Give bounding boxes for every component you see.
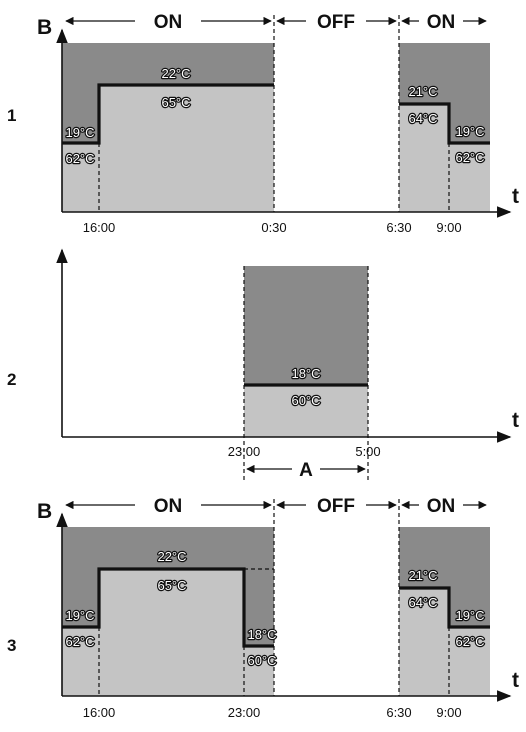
panel-2: t 2 18°C 60°C 23:00 5:00 A xyxy=(7,248,519,482)
panel2-temp-water: 60°C xyxy=(291,393,320,408)
panel1-setpoint-line-on2 xyxy=(399,102,490,145)
panel1-tick-3: 6:30 xyxy=(386,220,411,235)
panel3-temp-room-2: 22°C xyxy=(157,549,186,564)
panel1-tick-1: 16:00 xyxy=(83,220,116,235)
panel3-temp-room-4: 21°C xyxy=(408,568,437,583)
panel3-lower-band-on1 xyxy=(62,569,274,696)
panel3-tick-3: 6:30 xyxy=(386,705,411,720)
panel1-lower-band-on1 xyxy=(62,85,274,212)
panel1-temp-room-4: 19°C xyxy=(455,124,484,139)
panel2-number: 2 xyxy=(7,370,16,389)
panel3-state-on-1: ON xyxy=(154,496,183,517)
panel3-temp-room-3: 18°C xyxy=(247,627,276,642)
panel3-temp-room-1: 19°C xyxy=(65,608,94,623)
panel-1: B t 1 ON OFF ON 19°C 62°C 22°C 65°C 21°C… xyxy=(7,12,519,235)
panel1-temp-water-2: 65°C xyxy=(161,95,190,110)
panel1-x-axis-label: t xyxy=(512,185,519,208)
panel2-tick-2: 5:00 xyxy=(355,444,380,459)
panel3-number: 3 xyxy=(7,636,16,655)
panel1-state-on-1: ON xyxy=(154,12,183,33)
panel1-setpoint-line-on1 xyxy=(62,83,274,145)
panel3-temp-room-5: 19°C xyxy=(455,608,484,623)
panel1-lower-band-on2 xyxy=(399,104,490,212)
panel1-tick-4: 9:00 xyxy=(436,220,461,235)
panel3-tick-2: 23:00 xyxy=(228,705,261,720)
panel1-temp-room-1: 19°C xyxy=(65,125,94,140)
panel3-lower-band-on2 xyxy=(399,588,490,696)
panel1-temp-room-3: 21°C xyxy=(408,84,437,99)
panel3-state-on-2: ON xyxy=(427,496,456,517)
panel3-x-axis-label: t xyxy=(512,669,519,692)
panel3-temp-water-1: 62°C xyxy=(65,634,94,649)
panel-3: B t 3 ON OFF ON 19°C 62°C 22°C 65°C 18°C… xyxy=(7,496,519,720)
panel1-temp-room-2: 22°C xyxy=(161,66,190,81)
panel3-tick-1: 16:00 xyxy=(83,705,116,720)
panel1-temp-water-3: 64°C xyxy=(408,111,437,126)
panel1-number: 1 xyxy=(7,106,16,125)
panel3-setpoint-line-on1 xyxy=(62,567,274,648)
panel3-temp-water-3: 60°C xyxy=(247,653,276,668)
panel2-interval-label: A xyxy=(299,460,313,481)
panel1-y-axis-label: B xyxy=(37,16,52,39)
panel1-state-off: OFF xyxy=(317,12,355,33)
panel2-x-axis-label: t xyxy=(512,409,519,432)
panel1-state-on-2: ON xyxy=(427,12,456,33)
panel2-upper-band xyxy=(244,266,368,385)
panel1-temp-water-4: 62°C xyxy=(455,150,484,165)
panel3-y-axis-label: B xyxy=(37,500,52,523)
panel3-temp-water-2: 65°C xyxy=(157,578,186,593)
panel3-setpoint-line-on2 xyxy=(399,586,490,629)
panel1-tick-2: 0:30 xyxy=(261,220,286,235)
panel2-lower-band xyxy=(244,385,368,437)
panel3-state-off: OFF xyxy=(317,496,355,517)
panel3-temp-water-5: 62°C xyxy=(455,634,484,649)
panel1-temp-water-1: 62°C xyxy=(65,151,94,166)
panel3-tick-4: 9:00 xyxy=(436,705,461,720)
panel2-tick-1: 23:00 xyxy=(228,444,261,459)
panel2-temp-room: 18°C xyxy=(291,366,320,381)
panel3-temp-water-4: 64°C xyxy=(408,595,437,610)
